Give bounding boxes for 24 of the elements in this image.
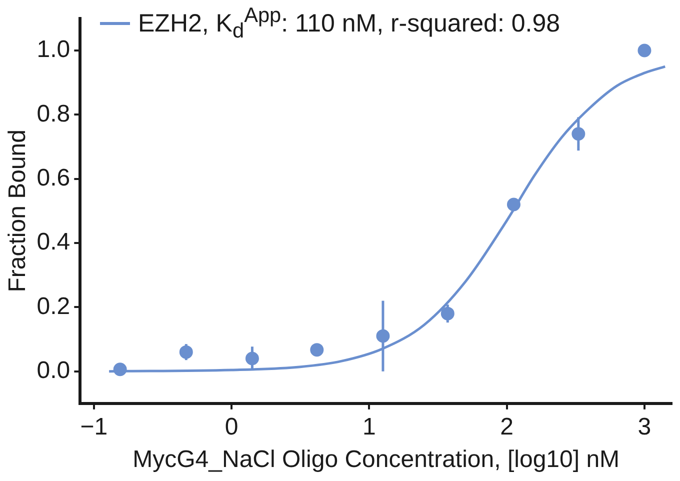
x-axis-title: MycG4_NaCl Oligo Concentration, [log10] nM bbox=[132, 446, 620, 474]
legend-label: EZH2, K$_{d}$$^{App}$: 110 nM, r-squared: 0.98 bbox=[138, 4, 560, 44]
point bbox=[310, 343, 324, 357]
y-tick-label: 0.6 bbox=[36, 164, 70, 192]
line-series bbox=[108, 65, 666, 373]
point bbox=[440, 306, 454, 320]
point bbox=[113, 362, 127, 376]
y-tick-label: 0.4 bbox=[36, 228, 70, 256]
point bbox=[506, 198, 520, 212]
x-tick-label: −1 bbox=[80, 413, 108, 440]
point bbox=[572, 127, 586, 141]
x-tick-label: 2 bbox=[500, 413, 514, 440]
y-tick-label: 0.8 bbox=[36, 100, 70, 128]
y-tick-label: 1.0 bbox=[36, 36, 70, 64]
y-axis-title: Fraction Bound bbox=[4, 130, 32, 292]
point bbox=[376, 329, 390, 343]
point bbox=[638, 44, 652, 58]
x-tick-label: 1 bbox=[362, 413, 376, 440]
y-tick-label: 0.0 bbox=[36, 356, 70, 384]
point bbox=[245, 352, 259, 366]
x-tick-label: 0 bbox=[224, 413, 238, 440]
point bbox=[179, 345, 193, 359]
x-tick-label: 3 bbox=[638, 413, 652, 440]
y-tick-label: 0.2 bbox=[36, 292, 70, 320]
